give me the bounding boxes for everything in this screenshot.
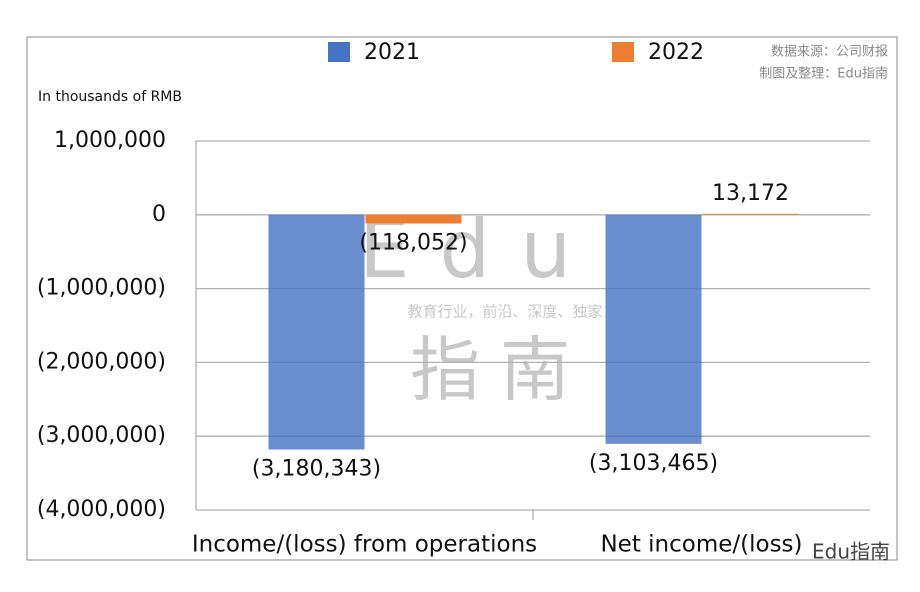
value-label: (3,180,343) — [252, 457, 381, 482]
y-tick-label: 1,000,000 — [54, 128, 166, 153]
legend-label: 2022 — [648, 40, 704, 65]
y-axis-label: In thousands of RMB — [38, 89, 182, 105]
y-tick-label: (4,000,000) — [37, 497, 166, 522]
credit: 制图及整理：Edu指南 — [759, 66, 888, 82]
value-label: (118,052) — [359, 231, 467, 256]
y-tick-label: (2,000,000) — [37, 349, 166, 374]
chart-frame — [26, 36, 898, 561]
watermark-corner: Edu指南 — [812, 540, 890, 564]
watermark-bottom: 指南 — [410, 329, 590, 411]
value-label: (3,103,465) — [589, 451, 718, 476]
y-tick-label: (1,000,000) — [37, 276, 166, 301]
y-tick-label: (3,000,000) — [37, 423, 166, 448]
bar — [365, 214, 462, 224]
legend-swatch — [612, 42, 634, 62]
bar — [605, 214, 702, 444]
legend-swatch — [328, 42, 350, 62]
x-tick-label: Net income/(loss) — [600, 532, 802, 558]
value-label: 13,172 — [712, 181, 789, 206]
x-tick-label: Income/(loss) from operations — [192, 532, 537, 558]
bar — [702, 213, 799, 215]
bar — [268, 214, 365, 450]
watermark-slogan: 教育行业，前沿、深度、独家 — [407, 303, 602, 321]
y-tick-label: 0 — [152, 202, 166, 227]
legend-label: 2021 — [364, 40, 420, 65]
source: 数据来源：公司财报 — [771, 45, 888, 60]
